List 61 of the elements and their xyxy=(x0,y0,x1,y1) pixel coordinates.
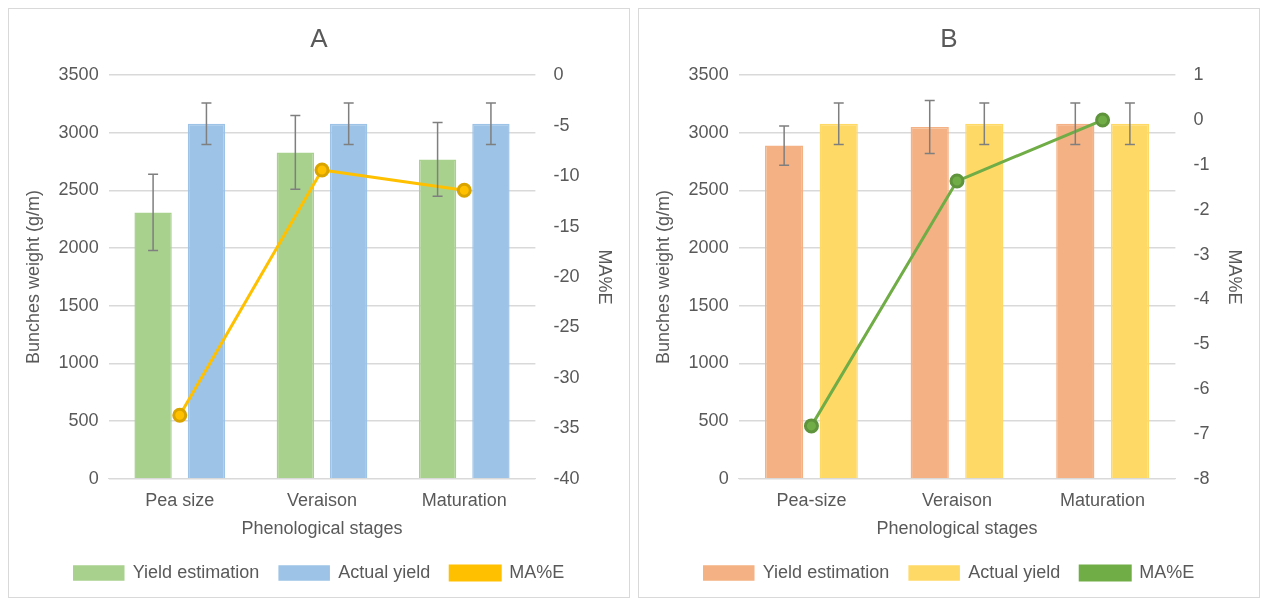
legend-label: Yield estimation xyxy=(762,561,890,582)
x-tick-label: Maturation xyxy=(421,489,507,510)
chart-title: B xyxy=(940,22,958,53)
y2-tick-label: -1 xyxy=(1193,153,1210,174)
y2-tick-label: 0 xyxy=(553,64,564,85)
y2-tick-label: -30 xyxy=(553,366,580,387)
y2-tick-label: 1 xyxy=(1193,64,1204,85)
x-tick-label: Veraison xyxy=(286,489,358,510)
y-tick-label: 3000 xyxy=(688,121,729,142)
y2-axis-title: MA%E xyxy=(1225,249,1246,305)
point xyxy=(314,162,330,178)
y2-tick-label: -5 xyxy=(1193,333,1210,354)
y-axis-title: Bunches weight (g/m) xyxy=(22,189,43,365)
y2-tick-label: -15 xyxy=(553,215,580,236)
x-tick-label: Pea-size xyxy=(776,489,847,510)
y2-tick-label: -4 xyxy=(1193,288,1210,309)
x-axis-title: Phenological stages xyxy=(241,518,403,539)
y2-tick-label: -8 xyxy=(1193,467,1210,488)
y-axis-title: Bunches weight (g/m) xyxy=(652,189,673,365)
y-tick-label: 0 xyxy=(718,467,729,488)
y-tick-label: 500 xyxy=(68,410,99,431)
y-tick-label: 0 xyxy=(88,467,99,488)
y2-tick-label: -35 xyxy=(553,417,580,438)
y-tick-label: 3500 xyxy=(58,64,99,85)
y2-tick-label: -10 xyxy=(553,165,580,186)
y-tick-label: 500 xyxy=(698,410,729,431)
y2-tick-label: -5 xyxy=(553,114,570,135)
y2-tick-label: -20 xyxy=(553,265,580,286)
y-tick-label: 2000 xyxy=(688,237,729,258)
y2-tick-label: -40 xyxy=(553,467,580,488)
legend-label: MA%E xyxy=(1139,561,1195,582)
y2-axis-title: MA%E xyxy=(595,249,616,305)
x-tick-label: Pea size xyxy=(145,489,215,510)
legend-label: Actual yield xyxy=(338,561,431,582)
y2-tick-label: -3 xyxy=(1193,243,1210,264)
legend-label: Yield estimation xyxy=(132,561,260,582)
y2-tick-label: 0 xyxy=(1193,109,1204,130)
point xyxy=(1095,112,1111,128)
y-tick-label: 3000 xyxy=(58,121,99,142)
point xyxy=(949,173,965,189)
y-tick-label: 2500 xyxy=(688,179,729,200)
x-tick-label: Veraison xyxy=(921,489,993,510)
point xyxy=(803,418,819,434)
y2-tick-label: -7 xyxy=(1193,422,1210,443)
x-tick-label: Maturation xyxy=(1060,489,1146,510)
y-tick-label: 1500 xyxy=(688,294,729,315)
y-tick-label: 1000 xyxy=(58,352,99,373)
x-axis-title: Phenological stages xyxy=(876,518,1038,539)
y2-tick-label: -2 xyxy=(1193,198,1210,219)
chart-title: A xyxy=(310,22,329,53)
y-tick-label: 2000 xyxy=(58,237,99,258)
legend-label: Actual yield xyxy=(968,561,1061,582)
point xyxy=(456,182,472,198)
y-tick-label: 1000 xyxy=(688,352,729,373)
y2-tick-label: -25 xyxy=(553,316,580,337)
legend-label: MA%E xyxy=(509,561,565,582)
point xyxy=(172,407,188,423)
y-tick-label: 1500 xyxy=(58,294,99,315)
y2-tick-label: -6 xyxy=(1193,378,1210,399)
y-tick-label: 2500 xyxy=(58,179,99,200)
y-tick-label: 3500 xyxy=(688,64,729,85)
